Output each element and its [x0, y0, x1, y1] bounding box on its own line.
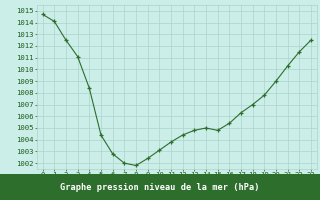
Text: Graphe pression niveau de la mer (hPa): Graphe pression niveau de la mer (hPa) — [60, 182, 260, 192]
